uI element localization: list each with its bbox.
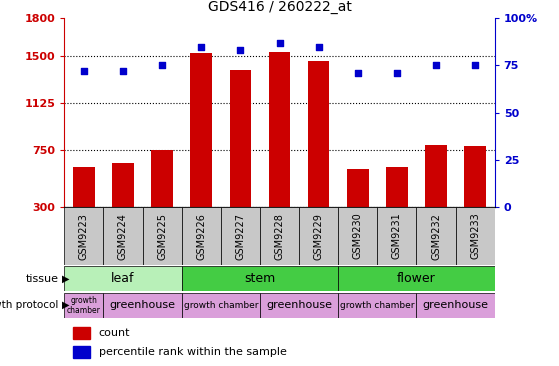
Bar [103, 293, 182, 318]
Text: greenhouse: greenhouse [423, 300, 489, 310]
Bar [260, 207, 299, 265]
Point [275, 40, 284, 46]
Bar [191, 53, 212, 207]
Text: GSM9232: GSM9232 [431, 213, 441, 259]
Bar [465, 146, 486, 207]
Bar [338, 207, 377, 265]
Bar [347, 169, 368, 207]
Title: GDS416 / 260222_at: GDS416 / 260222_at [207, 0, 352, 15]
Point [236, 48, 245, 53]
Bar [64, 293, 103, 318]
Bar [182, 266, 338, 291]
Text: leaf: leaf [111, 272, 135, 285]
Point [314, 44, 323, 49]
Text: GSM9225: GSM9225 [157, 213, 167, 259]
Bar [377, 207, 416, 265]
Bar [182, 293, 260, 318]
Text: count: count [99, 328, 130, 338]
Bar [308, 61, 329, 207]
Point [158, 63, 167, 68]
Text: tissue: tissue [26, 273, 59, 284]
Bar [456, 207, 495, 265]
Point [197, 44, 206, 49]
Bar [230, 70, 251, 207]
Bar [416, 207, 456, 265]
Text: flower: flower [397, 272, 436, 285]
Text: growth chamber: growth chamber [340, 301, 415, 310]
Bar [338, 293, 416, 318]
Point [119, 68, 127, 74]
Bar [143, 207, 182, 265]
Text: GSM9228: GSM9228 [274, 213, 285, 259]
Bar [299, 207, 338, 265]
Text: ▶: ▶ [61, 273, 69, 284]
Bar [221, 207, 260, 265]
Text: growth protocol: growth protocol [0, 300, 59, 310]
Point [392, 70, 401, 76]
Bar [416, 293, 495, 318]
Bar [103, 207, 143, 265]
Bar [338, 266, 495, 291]
Point [471, 63, 480, 68]
Text: greenhouse: greenhouse [110, 300, 176, 310]
Text: GSM9224: GSM9224 [118, 213, 128, 259]
Text: GSM9226: GSM9226 [196, 213, 206, 259]
Bar [182, 207, 221, 265]
Bar [112, 163, 134, 207]
Text: stem: stem [244, 272, 276, 285]
Bar [260, 293, 338, 318]
Text: GSM9233: GSM9233 [470, 213, 480, 259]
Text: GSM9223: GSM9223 [79, 213, 89, 259]
Point [353, 70, 362, 76]
Text: ▶: ▶ [61, 300, 69, 310]
Text: growth chamber: growth chamber [183, 301, 258, 310]
Bar [386, 167, 408, 207]
Bar [64, 207, 103, 265]
Text: greenhouse: greenhouse [266, 300, 332, 310]
Text: GSM9227: GSM9227 [235, 213, 245, 259]
Bar [269, 52, 290, 207]
Bar [73, 167, 94, 207]
Text: GSM9231: GSM9231 [392, 213, 402, 259]
Text: growth
chamber: growth chamber [67, 295, 101, 315]
Text: GSM9229: GSM9229 [314, 213, 324, 259]
Bar [73, 326, 90, 339]
Text: percentile rank within the sample: percentile rank within the sample [99, 347, 287, 357]
Bar [425, 145, 447, 207]
Point [79, 68, 88, 74]
Point [432, 63, 440, 68]
Bar [151, 150, 173, 207]
Bar [64, 266, 182, 291]
Bar [73, 346, 90, 358]
Text: GSM9230: GSM9230 [353, 213, 363, 259]
